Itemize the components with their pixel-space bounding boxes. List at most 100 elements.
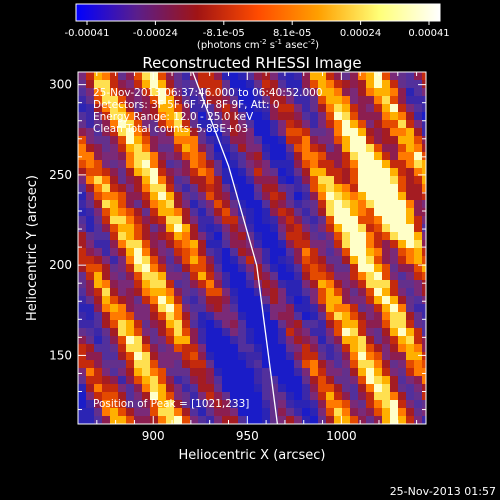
heatmap-cell — [406, 280, 415, 289]
heatmap-cell — [350, 320, 359, 329]
heatmap-cell — [86, 168, 95, 177]
heatmap-cell — [374, 120, 383, 129]
heatmap-cell — [350, 272, 359, 281]
heatmap-cell — [134, 416, 143, 424]
heatmap-cell — [254, 160, 263, 169]
heatmap-cell — [334, 200, 343, 209]
heatmap-cell — [406, 224, 415, 233]
heatmap-cell — [94, 304, 103, 313]
heatmap-cell — [206, 120, 215, 129]
heatmap-cell — [166, 240, 175, 249]
heatmap-cell — [318, 312, 327, 321]
heatmap-cell — [406, 72, 415, 81]
heatmap-cell — [334, 136, 343, 145]
heatmap-cell — [198, 72, 207, 81]
heatmap-cell — [318, 272, 327, 281]
heatmap-cell — [406, 248, 415, 257]
heatmap-cell — [134, 328, 143, 337]
heatmap-cell — [86, 72, 95, 81]
heatmap-cell — [126, 168, 135, 177]
heatmap-cell — [182, 224, 191, 233]
x-tick-label: 900 — [142, 429, 165, 443]
heatmap-cell — [222, 352, 231, 361]
heatmap-cell — [94, 256, 103, 265]
heatmap-cell — [342, 256, 351, 265]
heatmap-cell — [118, 416, 127, 424]
heatmap-cell — [134, 240, 143, 249]
heatmap-cell — [118, 296, 127, 305]
heatmap-cell — [262, 344, 271, 353]
heatmap-cell — [262, 208, 271, 217]
heatmap-cell — [382, 112, 391, 121]
heatmap-cell — [166, 96, 175, 105]
heatmap-cell — [134, 312, 143, 321]
heatmap-cell — [126, 216, 135, 225]
heatmap-cell — [414, 328, 423, 337]
heatmap-cell — [382, 312, 391, 321]
heatmap-cell — [142, 152, 151, 161]
heatmap-cell — [198, 104, 207, 113]
heatmap-cell — [118, 216, 127, 225]
heatmap-cell — [222, 360, 231, 369]
heatmap-cell — [270, 192, 279, 201]
heatmap-cell — [182, 288, 191, 297]
heatmap-cell — [86, 312, 95, 321]
heatmap-cell — [166, 136, 175, 145]
heatmap-cell — [398, 304, 407, 313]
heatmap-cell — [414, 232, 423, 241]
heatmap-cell — [134, 216, 143, 225]
heatmap-cell — [190, 264, 199, 273]
heatmap-cell — [254, 280, 263, 289]
heatmap-cell — [118, 136, 127, 145]
heatmap-cell — [302, 344, 311, 353]
heatmap-cell — [78, 320, 87, 329]
heatmap-cell — [390, 96, 399, 105]
heatmap-cell — [342, 88, 351, 97]
heatmap-cell — [158, 392, 167, 401]
heatmap-cell — [278, 232, 287, 241]
heatmap-cell — [286, 416, 295, 424]
heatmap-cell — [254, 376, 263, 385]
heatmap-cell — [142, 224, 151, 233]
heatmap-cell — [182, 256, 191, 265]
heatmap-cell — [222, 96, 231, 105]
heatmap-cell — [334, 80, 343, 89]
heatmap-cell — [398, 80, 407, 89]
heatmap-cell — [142, 120, 151, 129]
heatmap-cell — [422, 208, 426, 217]
heatmap-cell — [254, 352, 263, 361]
heatmap-cell — [142, 96, 151, 105]
heatmap-cell — [318, 392, 327, 401]
heatmap-cell — [142, 408, 151, 417]
heatmap-cell — [366, 408, 375, 417]
heatmap-cell — [310, 224, 319, 233]
heatmap-cell — [150, 384, 159, 393]
heatmap-cell — [318, 280, 327, 289]
heatmap-cell — [206, 344, 215, 353]
heatmap-cell — [294, 176, 303, 185]
heatmap-cell — [350, 240, 359, 249]
heatmap-cell — [230, 376, 239, 385]
heatmap-cell — [166, 176, 175, 185]
heatmap-cell — [214, 208, 223, 217]
heatmap-cell — [182, 312, 191, 321]
heatmap-cell — [398, 280, 407, 289]
heatmap-cell — [310, 288, 319, 297]
heatmap-cell — [126, 392, 135, 401]
heatmap-cell — [246, 392, 255, 401]
colorbar-tick-label: -8.1e-05 — [203, 28, 245, 39]
heatmap-cell — [318, 192, 327, 201]
heatmap-cell — [286, 288, 295, 297]
heatmap-cell — [198, 120, 207, 129]
heatmap-cell — [294, 320, 303, 329]
heatmap-cell — [94, 128, 103, 137]
heatmap-cell — [102, 280, 111, 289]
heatmap-cell — [406, 232, 415, 241]
heatmap-cell — [86, 80, 95, 89]
heatmap-cell — [422, 368, 426, 377]
heatmap-cell — [230, 136, 239, 145]
heatmap-cell — [422, 328, 426, 337]
heatmap-cell — [230, 80, 239, 89]
heatmap-cell — [254, 248, 263, 257]
heatmap-cell — [406, 336, 415, 345]
